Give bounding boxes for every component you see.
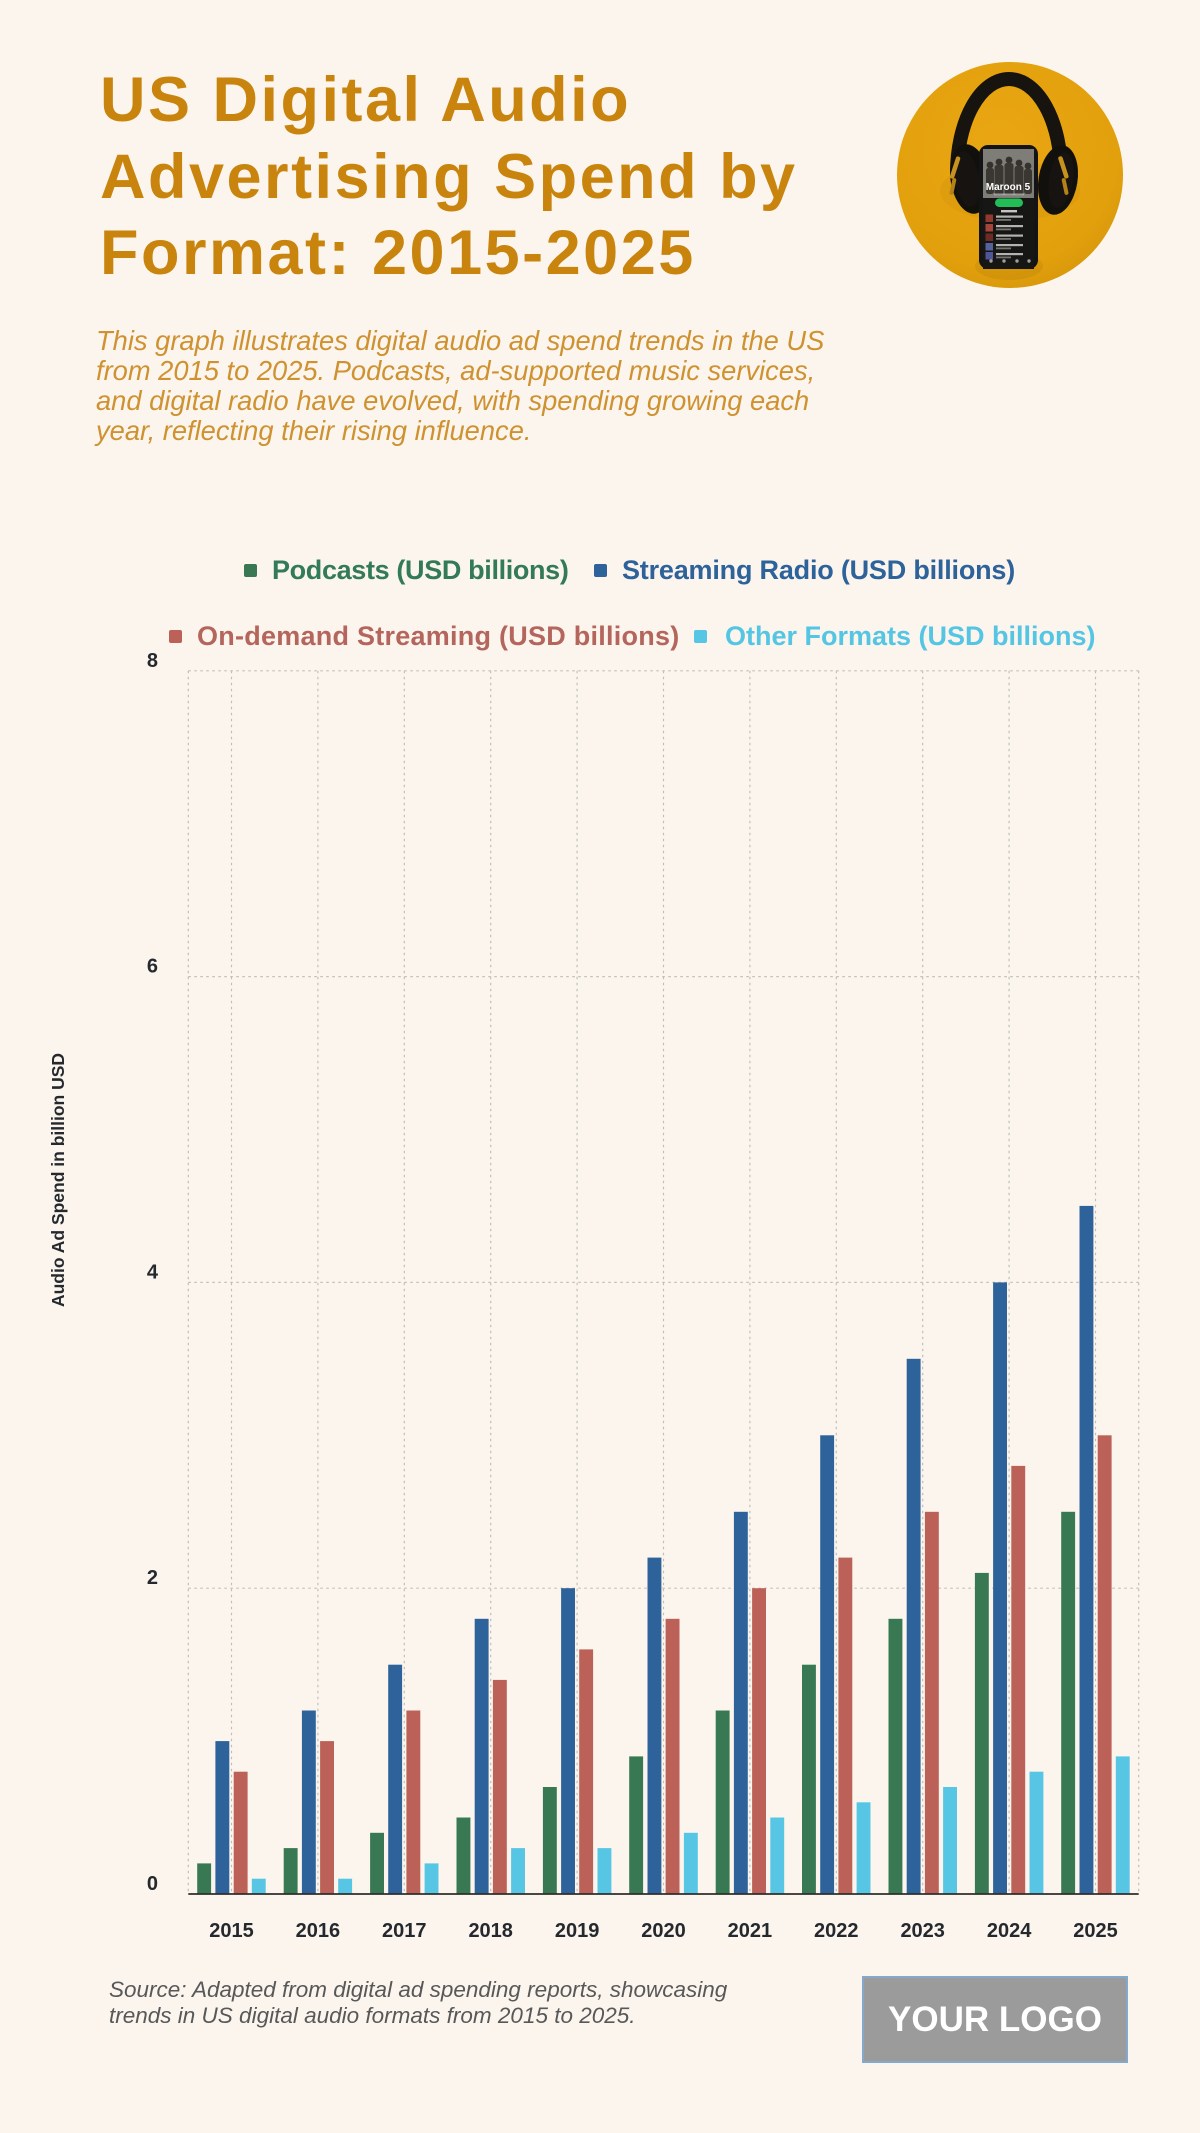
svg-text:2023: 2023 xyxy=(900,1920,945,1942)
svg-text:2021: 2021 xyxy=(728,1920,773,1942)
svg-text:2: 2 xyxy=(147,1567,158,1589)
svg-text:2020: 2020 xyxy=(641,1920,686,1942)
svg-text:2019: 2019 xyxy=(555,1920,600,1942)
svg-text:Maroon 5: Maroon 5 xyxy=(986,182,1031,193)
svg-text:4: 4 xyxy=(147,1261,159,1283)
svg-text:0: 0 xyxy=(147,1873,158,1895)
svg-text:2018: 2018 xyxy=(468,1920,513,1942)
svg-text:2015: 2015 xyxy=(209,1920,254,1942)
svg-text:2025: 2025 xyxy=(1073,1920,1118,1942)
svg-text:6: 6 xyxy=(147,956,158,978)
svg-text:2016: 2016 xyxy=(296,1920,341,1942)
svg-text:Audio Ad Spend in billion USD: Audio Ad Spend in billion USD xyxy=(48,1053,68,1307)
svg-text:2017: 2017 xyxy=(382,1920,427,1942)
svg-text:2022: 2022 xyxy=(814,1920,859,1942)
svg-text:8: 8 xyxy=(147,650,158,672)
svg-text:2024: 2024 xyxy=(987,1920,1032,1942)
